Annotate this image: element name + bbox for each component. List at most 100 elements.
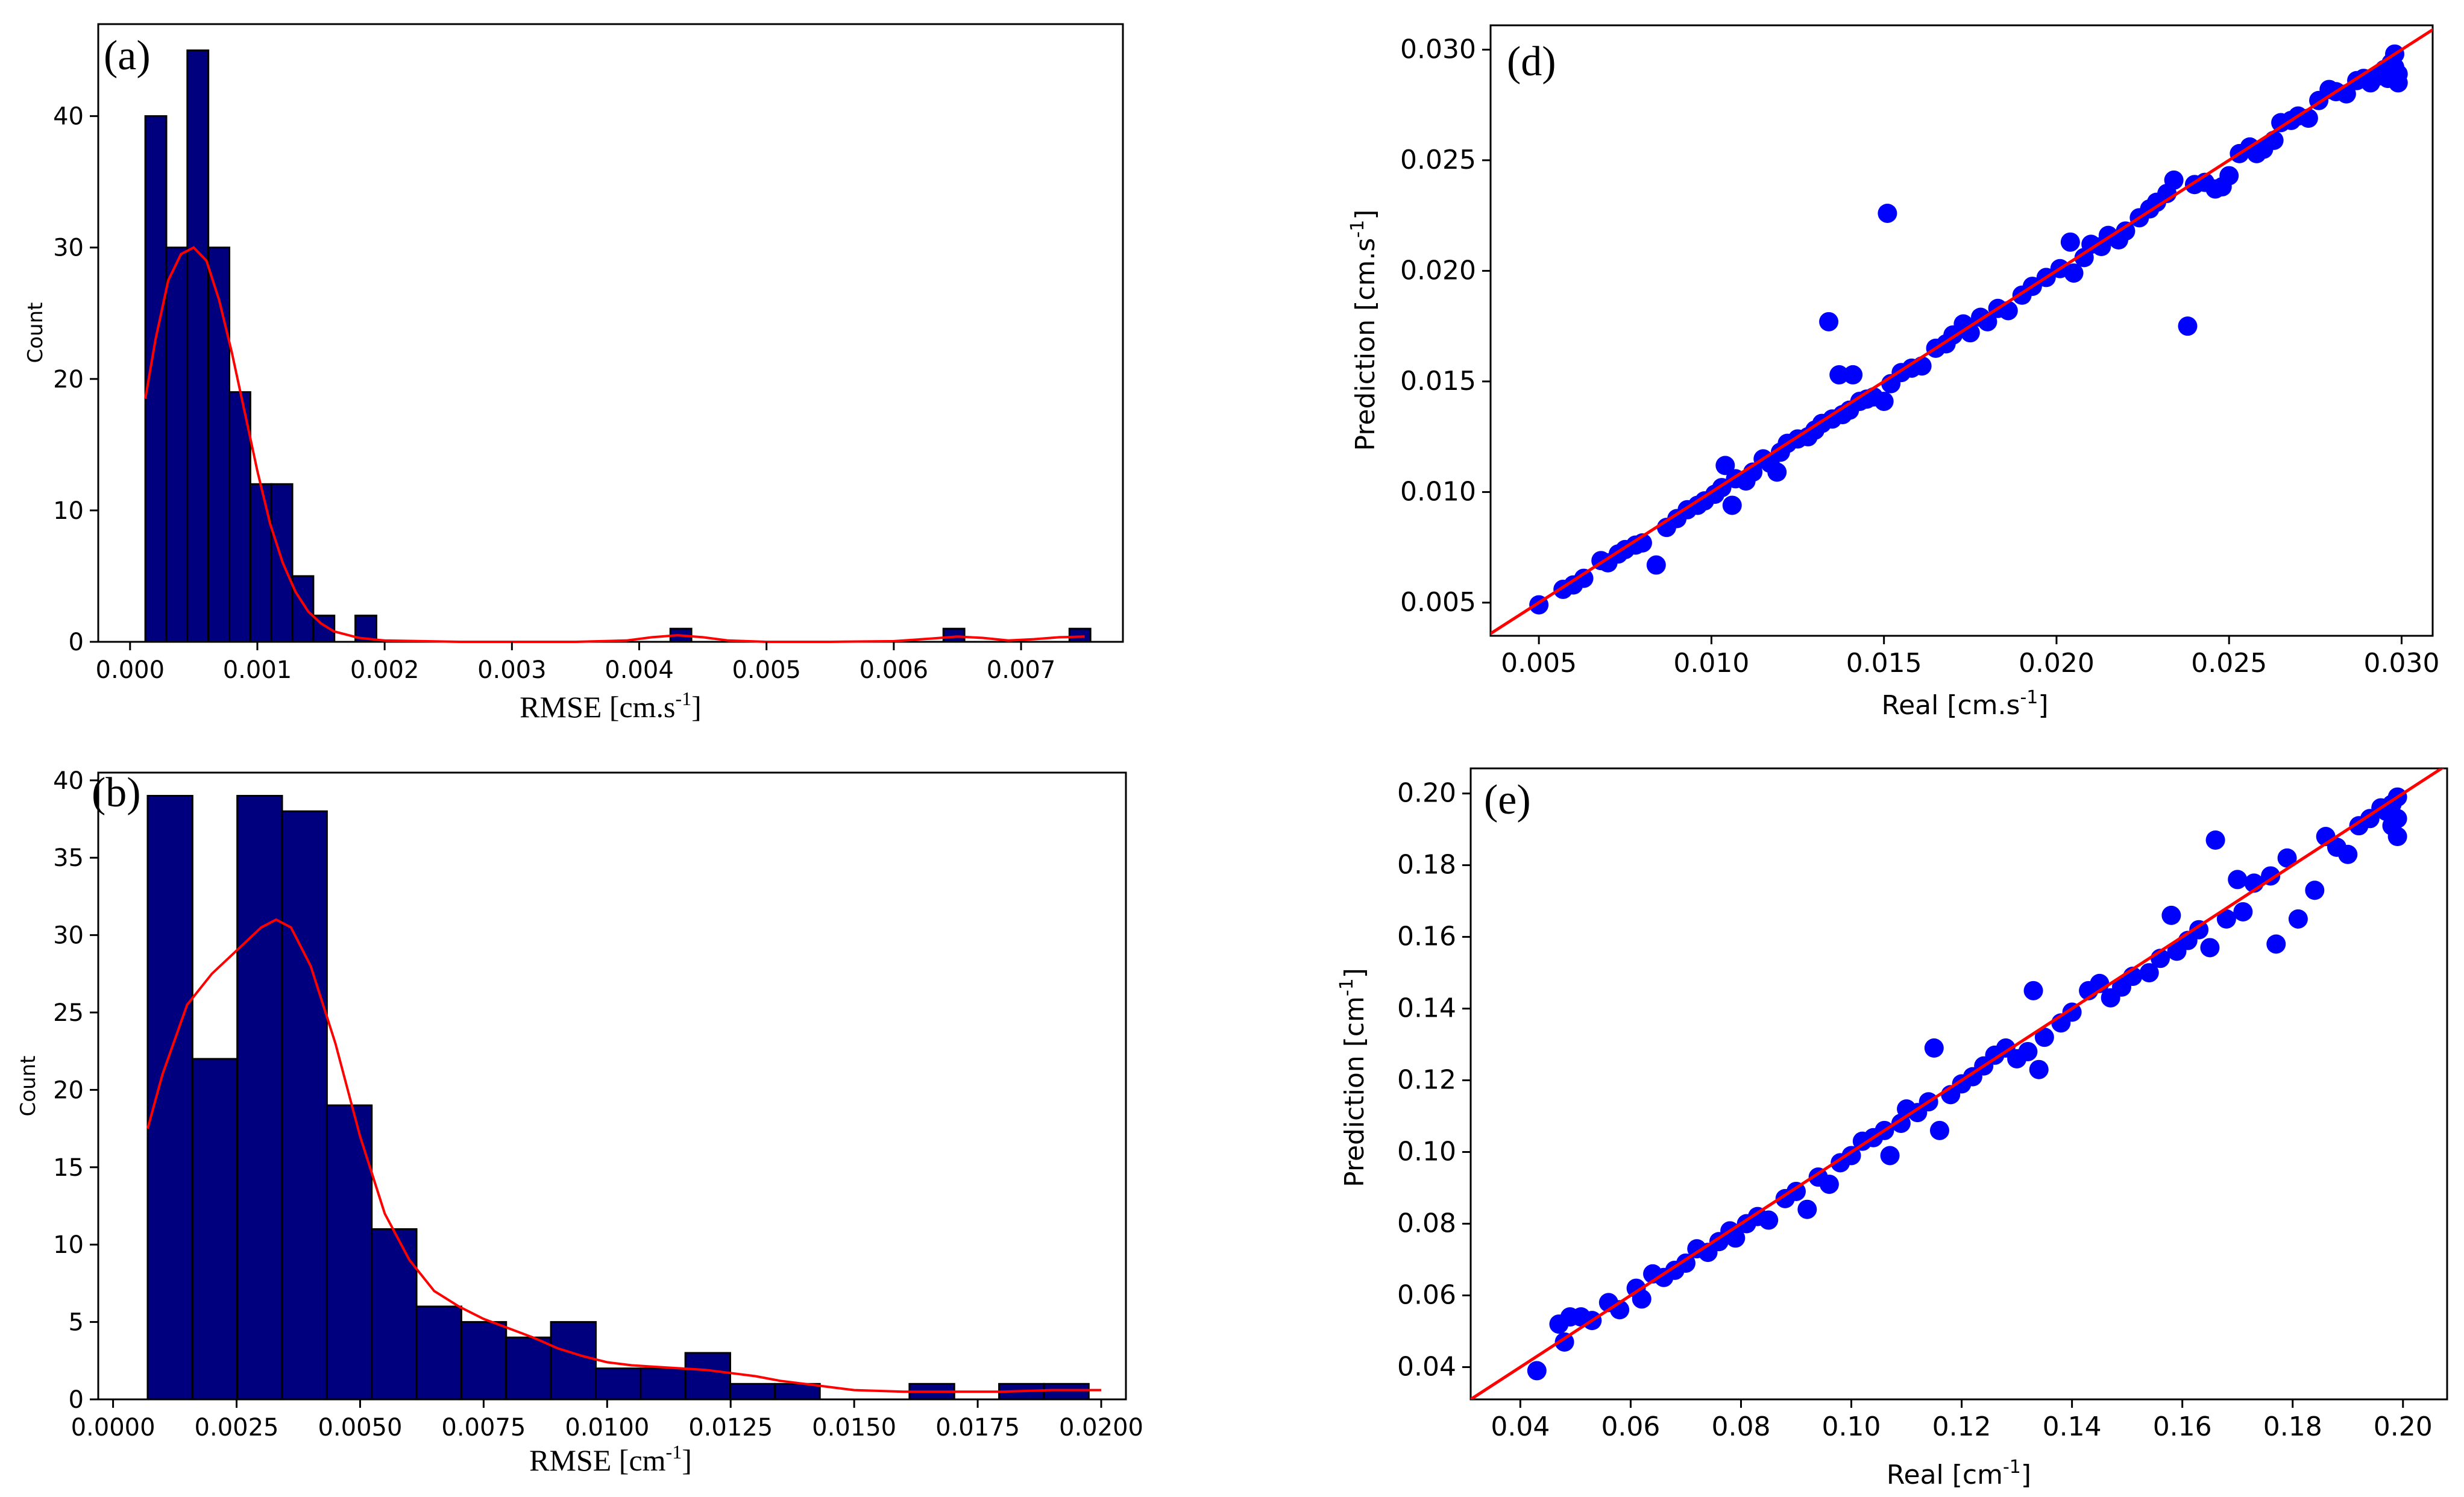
panel-d-y-ticks: 0.005 0.010 0.015 0.020 0.025 0.030 [1400, 34, 1491, 618]
panel-e-ytick-label: 0.14 [1397, 993, 1456, 1024]
panel-b-xtick-label: 0.0150 [812, 1414, 896, 1442]
panel-b-ytick-label: 35 [53, 844, 84, 872]
panel-e-point [1554, 1332, 1574, 1352]
panel-b-xtick-label: 0.0125 [688, 1414, 773, 1442]
panel-e-point [2233, 902, 2253, 921]
panel-d-point [1843, 365, 1863, 384]
panel-b-bars [146, 795, 1090, 1401]
panel-d-point [1767, 462, 1787, 482]
panel-b-bar [325, 1104, 373, 1401]
panel-e-point [1676, 1253, 1696, 1273]
panel-a-y-ticks: 0 10 20 30 40 [53, 103, 98, 656]
panel-b-bar [191, 1058, 239, 1401]
panel-a-histogram: 0.000 0.001 0.002 0.003 0.004 0.005 0.006 0.007… [24, 23, 1124, 724]
panel-b-ytick-label: 20 [53, 1076, 84, 1104]
panel-d-point [1998, 301, 2018, 321]
panel-e-point [2288, 909, 2308, 929]
panel-e-point [1929, 1120, 1949, 1140]
panel-e-scatter: 0.04 0.06 0.08 0.10 0.12 0.14 0.16 0.18 0.20 0.0… [1336, 767, 2448, 1490]
panel-b-y-ticks: 0 5 10 15 20 25 30 35 40 [53, 767, 98, 1414]
panel-d-ytick-label: 0.010 [1400, 476, 1476, 507]
panel-e-point [1527, 1361, 1547, 1381]
panel-e-point [1819, 1175, 1839, 1194]
panel-a-bar [1068, 627, 1092, 643]
panel-e-point [1797, 1199, 1817, 1219]
panel-d-xtick-label: 0.025 [2191, 648, 2267, 679]
panel-d-xtick-label: 0.010 [1673, 648, 1749, 679]
panel-a-ytick-label: 30 [53, 234, 84, 262]
panel-d-scatter: 0.005 0.010 0.015 0.020 0.025 0.030 0.005 0.01… [1347, 24, 2439, 721]
panel-b-bar [729, 1382, 776, 1401]
panel-a-bar [207, 246, 231, 643]
panel-d-point [1715, 456, 1735, 475]
panel-e-ytick-label: 0.06 [1397, 1279, 1456, 1310]
panel-d-point [1874, 391, 1894, 411]
panel-e-ytick-label: 0.16 [1397, 921, 1456, 952]
panel-a-ylabel: Count [24, 303, 48, 363]
panel-d-ytick-label: 0.005 [1400, 587, 1476, 618]
panel-b-ytick-label: 25 [53, 999, 84, 1027]
panel-e-point [1787, 1181, 1806, 1201]
panel-e-point [2205, 830, 2225, 850]
panel-e-point [1924, 1038, 1944, 1058]
panel-a-ytick-label: 40 [53, 103, 84, 131]
panel-a-ytick-label: 10 [53, 497, 84, 525]
panel-b-x-ticks: 0.0000 0.0025 0.0050 0.0075 0.0100 0.0125 0.01… [71, 1399, 1143, 1442]
panel-e-ytick-label: 0.08 [1397, 1208, 1456, 1239]
panel-a-xtick-label: 0.005 [732, 656, 801, 684]
panel-a-x-ticks: 0.000 0.001 0.002 0.003 0.004 0.005 0.006 0.007 [96, 642, 1055, 684]
panel-b-ylabel: Count [16, 1056, 40, 1117]
panel-e-point [1841, 1146, 1861, 1166]
panel-b-xtick-label: 0.0025 [195, 1414, 279, 1442]
panel-b-bar [371, 1228, 418, 1401]
panel-e-point [2023, 981, 2043, 1000]
panel-b-ytick-label: 0 [69, 1386, 84, 1414]
panel-a-label: (a) [104, 33, 151, 79]
panel-e-xtick-label: 0.06 [1601, 1411, 1660, 1442]
panel-e-point [2139, 963, 2159, 983]
panel-b-xtick-label: 0.0075 [441, 1414, 526, 1442]
panel-e-point [2277, 848, 2297, 868]
panel-b-bar [281, 810, 328, 1401]
panel-e-identity-line [1471, 768, 2445, 1399]
panel-d-point [2219, 166, 2239, 186]
panel-e-point [1880, 1146, 1900, 1166]
panel-b-bar [640, 1367, 687, 1401]
panel-e-point [2189, 920, 2209, 940]
panel-d-point [1574, 568, 1594, 588]
panel-e-ytick-label: 0.10 [1397, 1137, 1456, 1167]
panel-d-point [1646, 555, 1666, 575]
panel-d-xtick-label: 0.015 [1846, 648, 1922, 679]
panel-e-ytick-label: 0.12 [1397, 1065, 1456, 1096]
panel-e-point [2266, 934, 2286, 954]
panel-d-xtick-label: 0.030 [2363, 648, 2439, 679]
panel-b-label: (b) [92, 770, 141, 816]
panel-d-xlabel: Real [cm.s-1] [1881, 687, 2048, 721]
panel-d-ytick-label: 0.030 [1400, 34, 1476, 64]
panel-a-bar [165, 246, 189, 643]
panel-e-point [2161, 905, 2181, 925]
panel-d-point [2164, 170, 2184, 190]
panel-d-label: (d) [1507, 39, 1556, 85]
panel-e-point [1632, 1289, 1652, 1309]
panel-e-xlabel: Real [cm-1] [1887, 1457, 2031, 1490]
panel-e-ylabel: Prediction [cm-1] [1336, 968, 1370, 1187]
panel-a-ytick-label: 0 [69, 629, 84, 656]
panel-b-ytick-label: 40 [53, 767, 84, 795]
panel-d-plot-frame [1489, 24, 2434, 637]
panel-b-ytick-label: 30 [53, 922, 84, 950]
panel-b-kde-curve [146, 918, 1101, 1393]
panel-d-ytick-label: 0.015 [1400, 366, 1476, 397]
panel-d-identity-line [1491, 28, 2433, 636]
panel-e-point [2305, 880, 2325, 900]
panel-b-xtick-label: 0.0200 [1059, 1414, 1143, 1442]
panel-d-point [2178, 316, 2198, 336]
panel-b-bar [550, 1321, 597, 1401]
panel-b-bar [505, 1336, 552, 1401]
panel-d-point [2378, 69, 2398, 89]
panel-e-point [2018, 1041, 2038, 1061]
panel-d-point [1912, 356, 1932, 376]
panel-d-point [1819, 312, 1839, 331]
panel-b-xtick-label: 0.0175 [935, 1414, 1020, 1442]
